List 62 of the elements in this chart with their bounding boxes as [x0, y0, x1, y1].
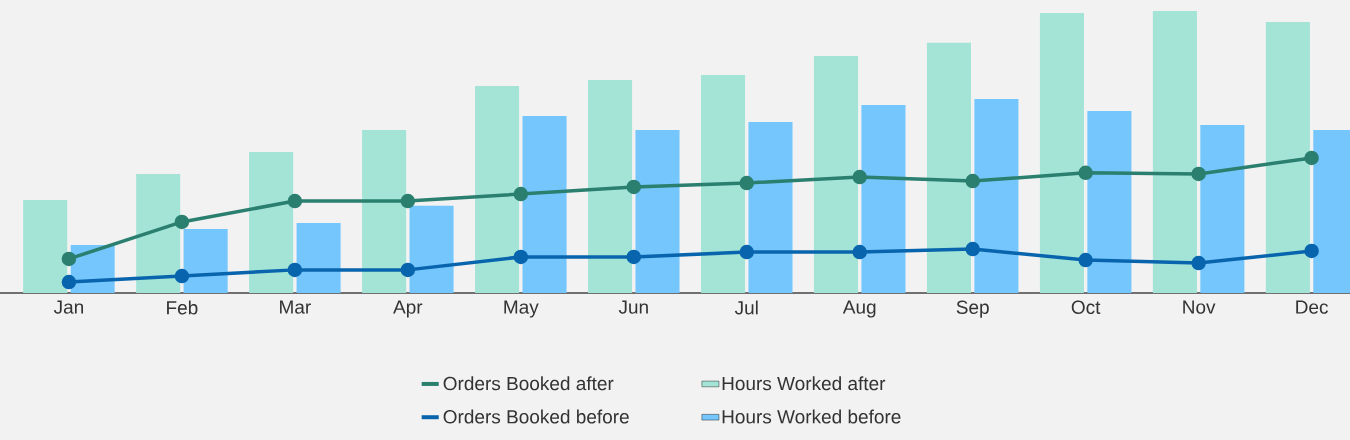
bar: [1152, 11, 1197, 293]
bar: [1200, 124, 1245, 293]
point: [626, 249, 642, 265]
x-tick-label: Mar: [280, 300, 311, 314]
point: [739, 175, 754, 191]
legend-label: Orders Booked before: [443, 409, 629, 424]
point: [287, 193, 303, 209]
point: [513, 249, 529, 265]
point: [1304, 150, 1319, 166]
point: [61, 251, 77, 267]
x-tick-label: Feb: [167, 300, 198, 315]
point: [852, 244, 867, 260]
legend-label: Hours Worked after: [722, 376, 886, 391]
bar: [23, 199, 68, 293]
point: [513, 186, 529, 202]
x-tick-label: Aug: [842, 300, 876, 318]
point: [965, 241, 980, 257]
bar: [249, 152, 294, 293]
x-tick-label: Sep: [956, 300, 989, 318]
bar: [1265, 22, 1310, 293]
x-tick-label: Oct: [1071, 300, 1101, 314]
point: [400, 193, 416, 209]
bar: [588, 80, 633, 293]
bar: [813, 56, 859, 293]
point: [174, 214, 190, 230]
x-tick-label: Jan: [53, 300, 83, 314]
point: [1078, 252, 1093, 268]
point: [61, 274, 77, 290]
bar: [861, 104, 906, 293]
bar: [635, 130, 680, 293]
point: [400, 262, 416, 278]
point: [965, 173, 980, 189]
legend-label: Hours Worked before: [722, 409, 901, 424]
bar: [296, 223, 341, 293]
x-tick-label: May: [504, 300, 539, 318]
x-tick-label: Dec: [1296, 300, 1328, 314]
bar: [409, 205, 454, 293]
point: [1304, 243, 1319, 259]
bar: [183, 228, 228, 293]
bar: [1039, 12, 1084, 293]
x-tick-label: Jul: [734, 300, 758, 315]
point: [852, 169, 867, 185]
point: [1191, 255, 1206, 271]
bar: [974, 98, 1019, 293]
bar: [701, 75, 746, 293]
point: [287, 262, 303, 278]
point: [739, 244, 754, 260]
bar: [748, 122, 793, 293]
bar: [136, 174, 181, 293]
point: [1078, 165, 1093, 181]
x-tick-label: Nov: [1183, 300, 1216, 314]
bar: [475, 86, 520, 293]
legend-label: Orders Booked after: [443, 376, 614, 391]
bar: [1087, 111, 1132, 293]
bar: [362, 130, 407, 293]
point: [1191, 166, 1206, 182]
point: [174, 268, 190, 284]
bar: [926, 42, 971, 293]
point: [626, 179, 642, 195]
x-tick-label: Jun: [618, 300, 648, 314]
bar: [522, 115, 567, 293]
x-tick-label: Apr: [393, 300, 423, 318]
